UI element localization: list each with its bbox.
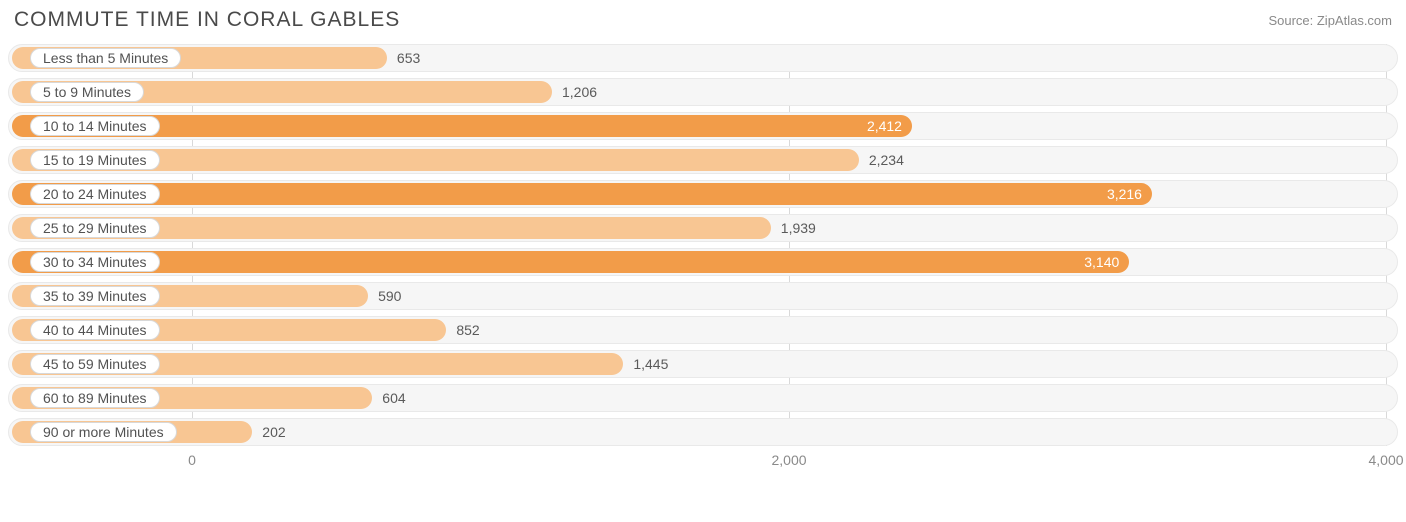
chart-row: 20 to 24 Minutes 3,216 xyxy=(8,180,1398,208)
value-label: 2,234 xyxy=(869,146,904,174)
category-pill: 15 to 19 Minutes xyxy=(30,150,160,170)
category-pill: 25 to 29 Minutes xyxy=(30,218,160,238)
x-axis-label: 2,000 xyxy=(771,452,806,468)
category-pill: 90 or more Minutes xyxy=(30,422,177,442)
category-pill: 5 to 9 Minutes xyxy=(30,82,144,102)
chart-row: 60 to 89 Minutes 604 xyxy=(8,384,1398,412)
value-label: 604 xyxy=(382,384,405,412)
value-label: 852 xyxy=(456,316,479,344)
category-pill: 45 to 59 Minutes xyxy=(30,354,160,374)
chart-row: 10 to 14 Minutes 2,412 xyxy=(8,112,1398,140)
category-pill: 20 to 24 Minutes xyxy=(30,184,160,204)
x-axis-label: 0 xyxy=(188,452,196,468)
chart-header: COMMUTE TIME IN CORAL GABLES Source: Zip… xyxy=(0,0,1406,34)
chart-source: Source: ZipAtlas.com xyxy=(1268,13,1392,28)
x-axis-label: 4,000 xyxy=(1368,452,1403,468)
chart-row: 90 or more Minutes 202 xyxy=(8,418,1398,446)
chart-row: 5 to 9 Minutes 1,206 xyxy=(8,78,1398,106)
chart-row: 40 to 44 Minutes 852 xyxy=(8,316,1398,344)
commute-time-chart: 02,0004,000Less than 5 Minutes6535 to 9 … xyxy=(8,44,1398,476)
value-label: 590 xyxy=(378,282,401,310)
chart-row: 25 to 29 Minutes 1,939 xyxy=(8,214,1398,242)
value-label: 3,216 xyxy=(1107,180,1142,208)
category-pill: 10 to 14 Minutes xyxy=(30,116,160,136)
category-pill: 30 to 34 Minutes xyxy=(30,252,160,272)
chart-row: 15 to 19 Minutes 2,234 xyxy=(8,146,1398,174)
bar xyxy=(12,183,1152,205)
value-label: 202 xyxy=(262,418,285,446)
category-pill: 60 to 89 Minutes xyxy=(30,388,160,408)
category-pill: Less than 5 Minutes xyxy=(30,48,181,68)
value-label: 3,140 xyxy=(1084,248,1119,276)
category-pill: 40 to 44 Minutes xyxy=(30,320,160,340)
chart-row: 30 to 34 Minutes 3,140 xyxy=(8,248,1398,276)
chart-row: 35 to 39 Minutes 590 xyxy=(8,282,1398,310)
bar xyxy=(12,251,1129,273)
value-label: 2,412 xyxy=(867,112,902,140)
value-label: 1,206 xyxy=(562,78,597,106)
source-name: ZipAtlas.com xyxy=(1317,13,1392,28)
chart-title: COMMUTE TIME IN CORAL GABLES xyxy=(14,8,400,32)
value-label: 1,445 xyxy=(633,350,668,378)
chart-row: 45 to 59 Minutes 1,445 xyxy=(8,350,1398,378)
chart-row: Less than 5 Minutes 653 xyxy=(8,44,1398,72)
value-label: 653 xyxy=(397,44,420,72)
value-label: 1,939 xyxy=(781,214,816,242)
source-prefix: Source: xyxy=(1268,13,1316,28)
category-pill: 35 to 39 Minutes xyxy=(30,286,160,306)
